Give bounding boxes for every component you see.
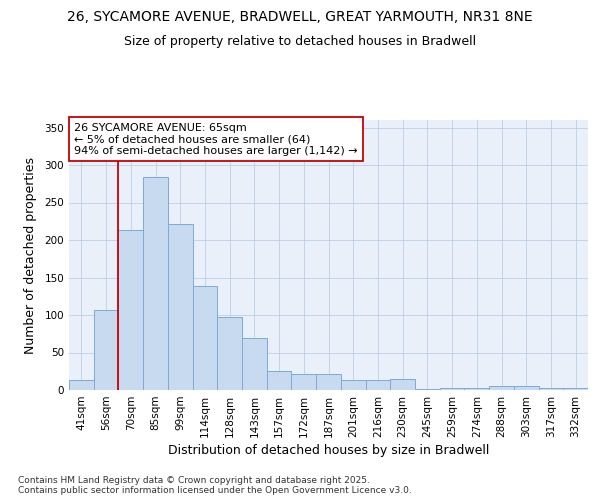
Bar [118,230,143,390]
Bar [514,386,539,390]
Bar [489,386,514,390]
Bar [440,388,464,390]
Bar [341,380,365,390]
Bar [316,374,341,390]
Text: Contains HM Land Registry data © Crown copyright and database right 2025.
Contai: Contains HM Land Registry data © Crown c… [18,476,412,495]
Bar [94,310,118,390]
Bar [365,380,390,390]
Bar [563,388,588,390]
Bar [267,371,292,390]
Bar [464,388,489,390]
X-axis label: Distribution of detached houses by size in Bradwell: Distribution of detached houses by size … [168,444,489,457]
Y-axis label: Number of detached properties: Number of detached properties [25,156,37,354]
Text: Size of property relative to detached houses in Bradwell: Size of property relative to detached ho… [124,35,476,48]
Bar [193,286,217,390]
Bar [69,380,94,390]
Bar [168,224,193,390]
Bar [292,374,316,390]
Text: 26, SYCAMORE AVENUE, BRADWELL, GREAT YARMOUTH, NR31 8NE: 26, SYCAMORE AVENUE, BRADWELL, GREAT YAR… [67,10,533,24]
Bar [390,379,415,390]
Bar [539,388,563,390]
Text: 26 SYCAMORE AVENUE: 65sqm
← 5% of detached houses are smaller (64)
94% of semi-d: 26 SYCAMORE AVENUE: 65sqm ← 5% of detach… [74,122,358,156]
Bar [242,338,267,390]
Bar [143,177,168,390]
Bar [415,389,440,390]
Bar [217,318,242,390]
